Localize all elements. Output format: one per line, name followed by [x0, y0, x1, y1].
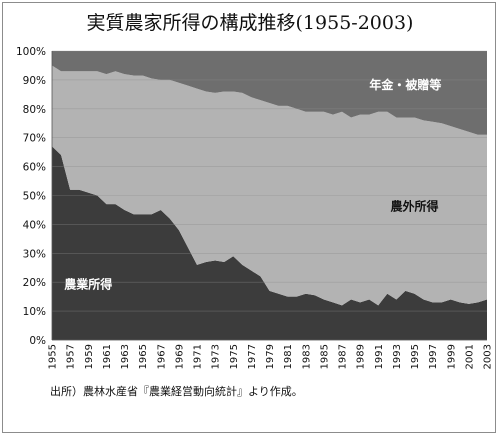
- y-tick-label: 70%: [23, 133, 46, 145]
- y-tick-label: 80%: [23, 104, 46, 116]
- y-tick-label: 20%: [23, 277, 46, 289]
- x-tick-label: 1973: [211, 344, 222, 369]
- y-tick-label: 10%: [23, 306, 46, 318]
- series-label: 農外所得: [390, 199, 438, 214]
- y-tick-label: 0%: [29, 335, 46, 347]
- y-tick-label: 30%: [23, 248, 46, 260]
- x-tick-label: 1965: [138, 344, 149, 369]
- x-tick-label: 1971: [193, 344, 204, 369]
- x-tick-label: 1981: [283, 344, 294, 369]
- x-tick-label: 1959: [84, 344, 95, 369]
- area-series-0: [52, 146, 487, 340]
- x-tick-label: 1957: [66, 344, 77, 369]
- x-tick-label: 1985: [319, 344, 330, 369]
- x-tick-label: 1979: [265, 344, 276, 369]
- x-tick-label: 1989: [356, 344, 367, 369]
- chart-title: 実質農家所得の構成推移(1955-2003): [86, 12, 414, 34]
- x-tick-label: 1961: [102, 344, 113, 369]
- y-tick-label: 60%: [23, 162, 46, 174]
- x-tick-label: 1997: [428, 344, 439, 369]
- series-label: 農業所得: [64, 276, 112, 291]
- series-label: 年金・被贈等: [369, 77, 441, 92]
- x-tick-label: 1963: [120, 344, 131, 369]
- y-tick-label: 40%: [23, 219, 46, 231]
- y-tick-label: 50%: [23, 191, 46, 203]
- x-tick-label: 1975: [229, 344, 240, 369]
- x-tick-label: 2003: [483, 344, 494, 369]
- y-tick-label: 90%: [23, 75, 46, 87]
- x-tick-label: 1993: [392, 344, 403, 369]
- x-tick-label: 1969: [174, 344, 185, 369]
- x-tick-label: 1995: [410, 344, 421, 369]
- x-tick-label: 1987: [338, 344, 349, 369]
- x-tick-label: 1991: [374, 344, 385, 369]
- x-tick-label: 1977: [247, 344, 258, 369]
- x-tick-label: 1983: [301, 344, 312, 369]
- x-tick-label: 1999: [446, 344, 457, 369]
- source-note: 出所）農林水産省『農業経営動向統計』より作成。: [50, 385, 303, 398]
- x-tick-label: 1955: [48, 344, 59, 369]
- x-tick-label: 2001: [464, 344, 475, 369]
- x-tick-label: 1967: [156, 344, 167, 369]
- area-series-2: [52, 51, 487, 135]
- y-tick-label: 100%: [16, 46, 46, 58]
- area-series-1: [52, 65, 487, 306]
